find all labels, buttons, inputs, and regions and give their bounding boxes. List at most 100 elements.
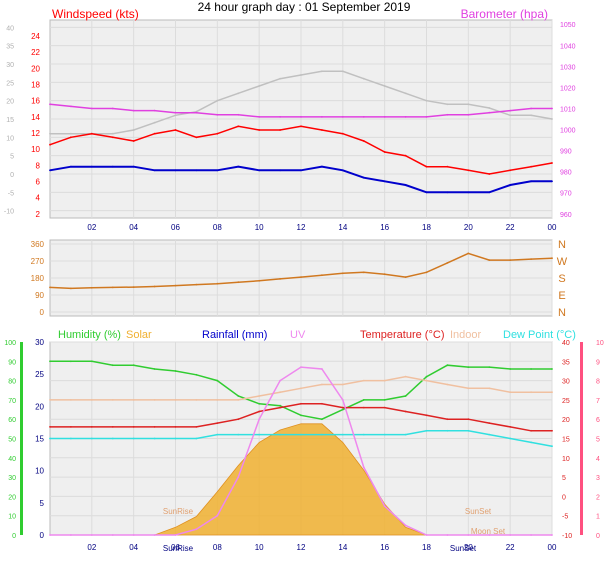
temp-series-point bbox=[341, 406, 344, 409]
dew-series-point bbox=[279, 433, 281, 436]
humidity-axis-tick-label: 60 bbox=[8, 417, 16, 424]
wind-x-tick-label: 02 bbox=[87, 223, 96, 232]
temp-x-tick-label: 18 bbox=[422, 543, 431, 552]
wind-x-tick-label: 16 bbox=[380, 223, 389, 232]
direction-axis-tick-label: 270 bbox=[31, 257, 45, 266]
uv-axis-tick-label: 9 bbox=[596, 359, 600, 366]
baro-series-point bbox=[216, 113, 219, 116]
dir-series-point bbox=[404, 276, 407, 278]
windspeed-axis-tick-label: 22 bbox=[31, 48, 40, 57]
barometer-axis-tick-label: 1020 bbox=[560, 85, 576, 92]
gust-series-point bbox=[237, 92, 240, 95]
uv-series-point bbox=[321, 368, 323, 370]
temp-x-tick-label: 20 bbox=[464, 543, 473, 552]
baro-series-point bbox=[425, 116, 428, 118]
legend-item: Humidity (%) bbox=[58, 329, 121, 341]
humidity-series-point bbox=[49, 360, 51, 363]
wind-series-point bbox=[49, 143, 51, 146]
dir-series-point bbox=[362, 271, 365, 274]
dir-series-point bbox=[49, 286, 51, 289]
temp-x-tick-label: 10 bbox=[255, 543, 264, 552]
windAvg-series-point bbox=[90, 165, 93, 168]
windAvg-series-point bbox=[132, 165, 135, 168]
humidity-series-point bbox=[321, 418, 323, 421]
windAvg-series-point bbox=[446, 191, 449, 194]
humidity-axis-tick-label: 40 bbox=[8, 456, 16, 463]
legend-item: Dew Point (°C) bbox=[503, 329, 576, 341]
windAvg-series-point bbox=[195, 169, 198, 172]
baro-series-point bbox=[488, 111, 491, 114]
baro-series-point bbox=[404, 116, 407, 118]
humidity-axis-tick-label: 70 bbox=[8, 398, 16, 405]
wind-series-point bbox=[279, 129, 281, 131]
wind-x-tick-label: 08 bbox=[213, 223, 222, 232]
wind-series-point bbox=[153, 132, 156, 135]
wind-series-point bbox=[362, 140, 365, 142]
gust-series-point bbox=[509, 114, 512, 117]
barometer-axis-tick-label: 1050 bbox=[560, 22, 576, 29]
indoor-series-point bbox=[383, 379, 386, 382]
uv-series-point bbox=[279, 379, 281, 382]
baro-series-point bbox=[467, 113, 470, 116]
gust-axis-tick-label: 30 bbox=[6, 62, 14, 69]
baro-series-point bbox=[153, 109, 156, 112]
gust-series-point bbox=[258, 85, 261, 87]
temp-axis-tick-label: 40 bbox=[562, 340, 570, 347]
baro-series-point bbox=[509, 109, 512, 112]
temp-series-point bbox=[195, 426, 198, 428]
indoor-series-point bbox=[70, 399, 72, 401]
uv-series-point bbox=[383, 505, 386, 507]
uv-series-point bbox=[404, 524, 407, 527]
dew-series-point bbox=[258, 433, 261, 436]
gust-series-point bbox=[488, 107, 491, 109]
wind-x-tick-label: 04 bbox=[129, 223, 138, 232]
wind-x-tick-label: 12 bbox=[297, 223, 306, 232]
humidity-series-point bbox=[279, 404, 281, 407]
dir-series-point bbox=[530, 258, 532, 260]
humidity-series-point bbox=[362, 399, 365, 401]
dew-series-point bbox=[195, 437, 198, 440]
dir-series-point bbox=[425, 271, 428, 274]
annotation-label: SunRise bbox=[163, 507, 194, 516]
barometer-axis-tick-label: 1010 bbox=[560, 106, 576, 113]
humidity-axis-tick-label: 30 bbox=[8, 475, 16, 482]
windAvg-series-point bbox=[49, 169, 51, 172]
windAvg-series-point bbox=[237, 165, 240, 168]
temp-axis-tick-label: 20 bbox=[562, 417, 570, 424]
wind-series-point bbox=[321, 129, 323, 131]
windspeed-axis-tick-label: 18 bbox=[31, 81, 40, 90]
windAvg-series-point bbox=[362, 176, 365, 179]
windAvg-series-point bbox=[279, 169, 281, 172]
temp-series-point bbox=[467, 418, 470, 421]
wind-x-tick-label: 10 bbox=[255, 223, 264, 232]
humidity-series-point bbox=[90, 360, 93, 363]
direction-axis-tick-label: 0 bbox=[40, 308, 45, 317]
baro-series-point bbox=[237, 113, 240, 116]
wind-series-point bbox=[195, 136, 198, 139]
humidity-series-point bbox=[341, 408, 344, 411]
uv-series-point bbox=[237, 476, 240, 478]
humidity-series-point bbox=[404, 395, 407, 397]
dew-series-point bbox=[300, 433, 302, 436]
wind-series-point bbox=[551, 162, 553, 164]
gust-series-point bbox=[70, 132, 72, 135]
windspeed-legend: Windspeed (kts) bbox=[52, 7, 139, 21]
uv-series-point bbox=[446, 534, 449, 536]
wind-series-point bbox=[300, 125, 302, 128]
wind-series-point bbox=[383, 151, 386, 153]
temp-series-point bbox=[90, 426, 93, 428]
wind-series-point bbox=[488, 173, 491, 175]
dew-series-point bbox=[153, 437, 156, 440]
gust-axis-tick-label: -10 bbox=[4, 209, 14, 216]
windAvg-series-point bbox=[425, 191, 428, 194]
temp-axis-tick-label: 0 bbox=[562, 494, 566, 501]
wind-x-tick-label: 14 bbox=[338, 223, 347, 232]
indoor-series-point bbox=[488, 387, 491, 390]
uv-series-point bbox=[195, 528, 198, 531]
temp-x-tick-label: 16 bbox=[380, 543, 389, 552]
indoor-series-point bbox=[132, 399, 135, 401]
wind-x-tick-label: 22 bbox=[506, 223, 515, 232]
barometer-axis-tick-label: 1040 bbox=[560, 43, 576, 50]
dew-series-point bbox=[530, 441, 532, 444]
windspeed-axis-tick-label: 20 bbox=[31, 64, 40, 73]
